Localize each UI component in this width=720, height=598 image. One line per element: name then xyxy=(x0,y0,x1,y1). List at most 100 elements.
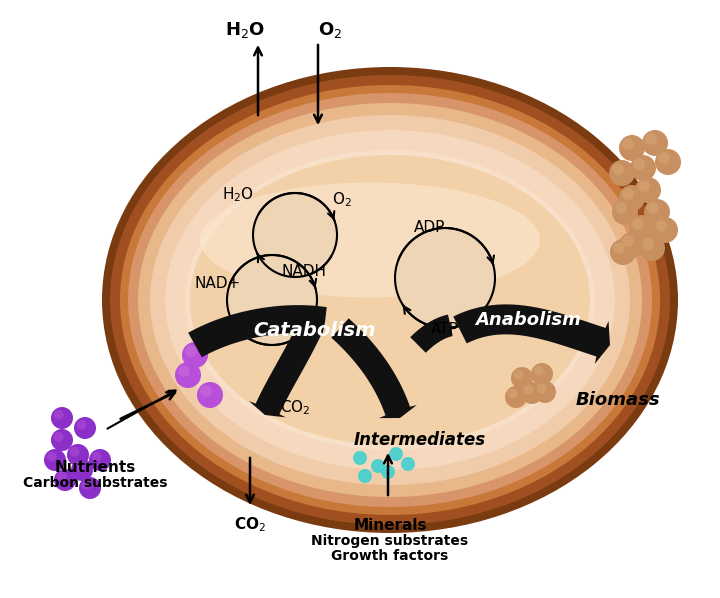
Text: NAD+: NAD+ xyxy=(195,276,241,291)
Text: O$_2$: O$_2$ xyxy=(332,191,352,209)
Circle shape xyxy=(54,410,63,420)
Circle shape xyxy=(44,449,66,471)
Text: ADP: ADP xyxy=(414,221,446,236)
Circle shape xyxy=(185,345,197,357)
Ellipse shape xyxy=(110,75,670,525)
Circle shape xyxy=(642,130,668,156)
Circle shape xyxy=(655,149,681,175)
Circle shape xyxy=(622,188,634,200)
Circle shape xyxy=(508,389,518,399)
Text: H$_2$O: H$_2$O xyxy=(222,185,254,205)
Text: Nitrogen substrates: Nitrogen substrates xyxy=(312,534,469,548)
Circle shape xyxy=(619,185,645,211)
Text: CO$_2$: CO$_2$ xyxy=(280,399,310,417)
Circle shape xyxy=(74,417,96,439)
Text: ATP: ATP xyxy=(431,322,459,337)
Circle shape xyxy=(658,152,670,164)
Circle shape xyxy=(47,451,57,462)
Circle shape xyxy=(632,218,644,230)
Circle shape xyxy=(645,133,657,145)
Circle shape xyxy=(534,366,544,376)
Text: Growth factors: Growth factors xyxy=(331,549,449,563)
Circle shape xyxy=(609,160,635,186)
Circle shape xyxy=(534,381,556,403)
Ellipse shape xyxy=(102,67,678,533)
Circle shape xyxy=(70,447,80,457)
Circle shape xyxy=(200,385,212,397)
Ellipse shape xyxy=(190,155,590,445)
Circle shape xyxy=(358,469,372,483)
Ellipse shape xyxy=(165,130,615,470)
Circle shape xyxy=(54,469,76,491)
Circle shape xyxy=(639,235,665,261)
Circle shape xyxy=(54,432,63,442)
Polygon shape xyxy=(454,304,610,364)
Circle shape xyxy=(253,193,337,277)
Circle shape xyxy=(610,239,636,265)
Text: NADH: NADH xyxy=(282,264,326,279)
Circle shape xyxy=(182,342,208,368)
Ellipse shape xyxy=(200,182,540,297)
Circle shape xyxy=(635,177,661,203)
Circle shape xyxy=(644,199,670,225)
Circle shape xyxy=(619,232,645,258)
Text: Catabolism: Catabolism xyxy=(253,321,377,340)
Circle shape xyxy=(536,384,546,393)
Circle shape xyxy=(395,228,495,328)
Text: Minerals: Minerals xyxy=(354,517,427,532)
Circle shape xyxy=(381,465,395,479)
Circle shape xyxy=(634,158,645,170)
Circle shape xyxy=(521,382,543,404)
Circle shape xyxy=(371,459,385,473)
Circle shape xyxy=(523,385,534,395)
Circle shape xyxy=(51,407,73,429)
Circle shape xyxy=(67,444,89,466)
Circle shape xyxy=(638,180,650,192)
Circle shape xyxy=(82,480,91,490)
Text: Nutrients: Nutrients xyxy=(55,459,135,474)
Polygon shape xyxy=(188,305,330,357)
Circle shape xyxy=(630,155,656,181)
Circle shape xyxy=(652,217,678,243)
Polygon shape xyxy=(331,318,417,418)
Text: Intermediates: Intermediates xyxy=(354,431,486,449)
Text: H$_2$O: H$_2$O xyxy=(225,20,265,40)
Circle shape xyxy=(197,382,223,408)
Circle shape xyxy=(622,138,634,150)
Circle shape xyxy=(73,462,84,472)
Circle shape xyxy=(71,459,93,481)
Circle shape xyxy=(629,215,655,241)
Circle shape xyxy=(353,451,367,465)
Circle shape xyxy=(642,238,654,250)
Circle shape xyxy=(79,477,101,499)
Circle shape xyxy=(612,199,638,225)
Circle shape xyxy=(616,202,627,214)
Polygon shape xyxy=(249,322,322,417)
Ellipse shape xyxy=(185,150,595,450)
Circle shape xyxy=(227,255,317,345)
Circle shape xyxy=(647,202,659,214)
Text: Anabolism: Anabolism xyxy=(475,311,581,329)
Circle shape xyxy=(389,447,403,461)
Ellipse shape xyxy=(128,93,652,507)
Circle shape xyxy=(531,363,553,385)
Circle shape xyxy=(505,386,527,408)
Ellipse shape xyxy=(150,115,630,485)
Text: Biomass: Biomass xyxy=(576,391,660,409)
Circle shape xyxy=(622,235,634,247)
Circle shape xyxy=(511,367,533,389)
Circle shape xyxy=(619,135,645,161)
Circle shape xyxy=(89,449,111,471)
Circle shape xyxy=(179,365,190,377)
Text: Carbon substrates: Carbon substrates xyxy=(23,476,167,490)
Circle shape xyxy=(51,429,73,451)
Circle shape xyxy=(57,472,67,481)
Text: CO$_2$: CO$_2$ xyxy=(234,515,266,535)
Ellipse shape xyxy=(138,103,642,497)
Circle shape xyxy=(514,370,523,380)
Circle shape xyxy=(401,457,415,471)
Circle shape xyxy=(91,451,102,462)
Polygon shape xyxy=(410,315,453,353)
Circle shape xyxy=(77,420,86,429)
Circle shape xyxy=(612,163,624,175)
